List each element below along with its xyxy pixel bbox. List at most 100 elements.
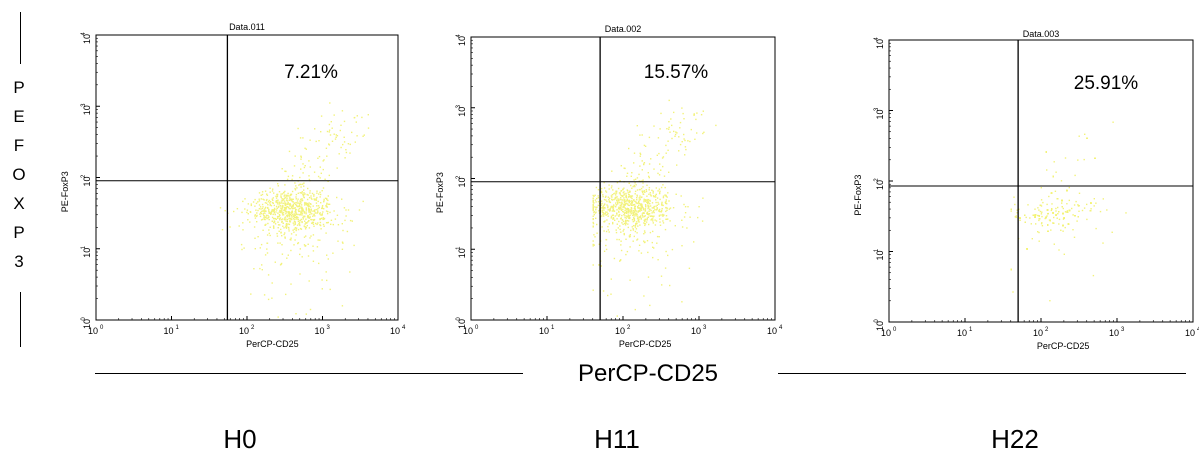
scatter-dot [285, 213, 287, 215]
scatter-dot [665, 195, 667, 197]
scatter-dot [607, 206, 609, 209]
y-tick-label: 10 [457, 319, 467, 329]
scatter-dot [1077, 204, 1079, 206]
scatter-dot [300, 228, 303, 230]
scatter-dot [619, 204, 621, 206]
scatter-dot [283, 227, 285, 229]
scatter-dot [289, 203, 291, 205]
scatter-dot [626, 211, 628, 213]
scatter-dot [620, 249, 623, 252]
scatter-dot [608, 184, 610, 186]
scatter-dot [285, 227, 288, 229]
y-tick-label: 10 [82, 248, 92, 258]
scatter-dot [611, 210, 613, 212]
scatter-dot [305, 213, 307, 215]
scatter-dot [1049, 300, 1051, 302]
scatter-dot [628, 208, 630, 211]
scatter-dot [639, 208, 641, 211]
scatter-dot [650, 158, 652, 160]
scatter-dot [335, 134, 337, 136]
scatter-dot [651, 189, 653, 191]
scatter-dot [649, 215, 651, 217]
scatter-dot [289, 205, 291, 207]
scatter-dot [305, 218, 307, 220]
x-tick-exponent: 2 [627, 325, 631, 331]
scatter-dot [623, 211, 625, 213]
scatter-dot [660, 186, 663, 189]
scatter-dot [289, 208, 291, 210]
scatter-dot [652, 220, 654, 222]
scatter-dot [615, 231, 618, 234]
scatter-dot [635, 222, 637, 225]
scatter-dot [260, 219, 263, 221]
y-tick-exponent: 0 [874, 319, 880, 323]
scatter-dot [280, 196, 282, 198]
scatter-dot [664, 201, 667, 204]
scatter-dot [279, 209, 281, 212]
scatter-dot [623, 193, 626, 195]
scatter-dot [1047, 230, 1049, 232]
scatter-dot [615, 192, 618, 194]
scatter-dot [630, 175, 632, 177]
scatter-dot [1038, 209, 1040, 211]
scatter-dot [305, 222, 307, 224]
scatter-dot [592, 207, 594, 209]
scatter-dot [625, 200, 628, 202]
scatter-dot [620, 194, 622, 197]
scatter-dot [1102, 198, 1104, 200]
scatter-dot [283, 209, 285, 211]
scatter-dot [285, 194, 288, 196]
scatter-dot [603, 213, 605, 215]
scatter-dot [267, 206, 269, 209]
scatter-dot [313, 193, 315, 196]
scatter-dot [592, 225, 594, 227]
scatter-dot [275, 218, 277, 220]
scatter-dot [362, 200, 364, 203]
scatter-dot [317, 239, 319, 241]
scatter-dot [317, 222, 319, 224]
scatter-dot [667, 254, 669, 257]
scatter-dot [281, 244, 283, 246]
x-axis-label: PerCP-CD25 [619, 339, 672, 349]
y-tick-exponent: 3 [81, 103, 87, 107]
scatter-dot [305, 207, 307, 209]
scatter-dot [291, 175, 294, 177]
scatter-dot [697, 216, 699, 219]
scatter-dot [674, 133, 677, 136]
scatter-dot [284, 208, 286, 210]
scatter-dot [285, 220, 287, 222]
scatter-dot [656, 204, 658, 206]
scatter-dot [640, 206, 643, 208]
scatter-dot [611, 214, 614, 216]
scatter-dot [312, 205, 314, 207]
scatter-dot [635, 202, 637, 204]
scatter-dot [321, 190, 323, 192]
y-tick-label: 10 [457, 36, 467, 46]
scatter-dot [650, 195, 652, 197]
x-tick-exponent: 0 [893, 327, 897, 333]
scatter-dot [323, 217, 326, 220]
scatter-dot [1037, 214, 1039, 217]
scatter-dot [1086, 203, 1088, 206]
scatter-dot [284, 232, 286, 234]
scatter-dot [644, 210, 646, 212]
scatter-dot [612, 218, 614, 220]
scatter-dot [327, 180, 329, 182]
scatter-dot [261, 193, 264, 196]
scatter-dot [302, 172, 304, 174]
scatter-dot [327, 203, 329, 205]
scatter-dot [299, 227, 302, 230]
scatter-dot [303, 212, 306, 214]
scatter-dot [649, 205, 652, 207]
scatter-dot [644, 220, 646, 222]
scatter-dot [258, 204, 261, 206]
scatter-dot [646, 219, 648, 221]
scatter-dot [275, 211, 277, 213]
scatter-dot [321, 288, 323, 290]
scatter-dot [620, 231, 622, 233]
scatter-dot [276, 232, 278, 235]
scatter-dot [600, 190, 603, 192]
scatter-dot [281, 235, 283, 237]
scatter-dot [311, 213, 313, 215]
scatter-dot [326, 212, 329, 215]
